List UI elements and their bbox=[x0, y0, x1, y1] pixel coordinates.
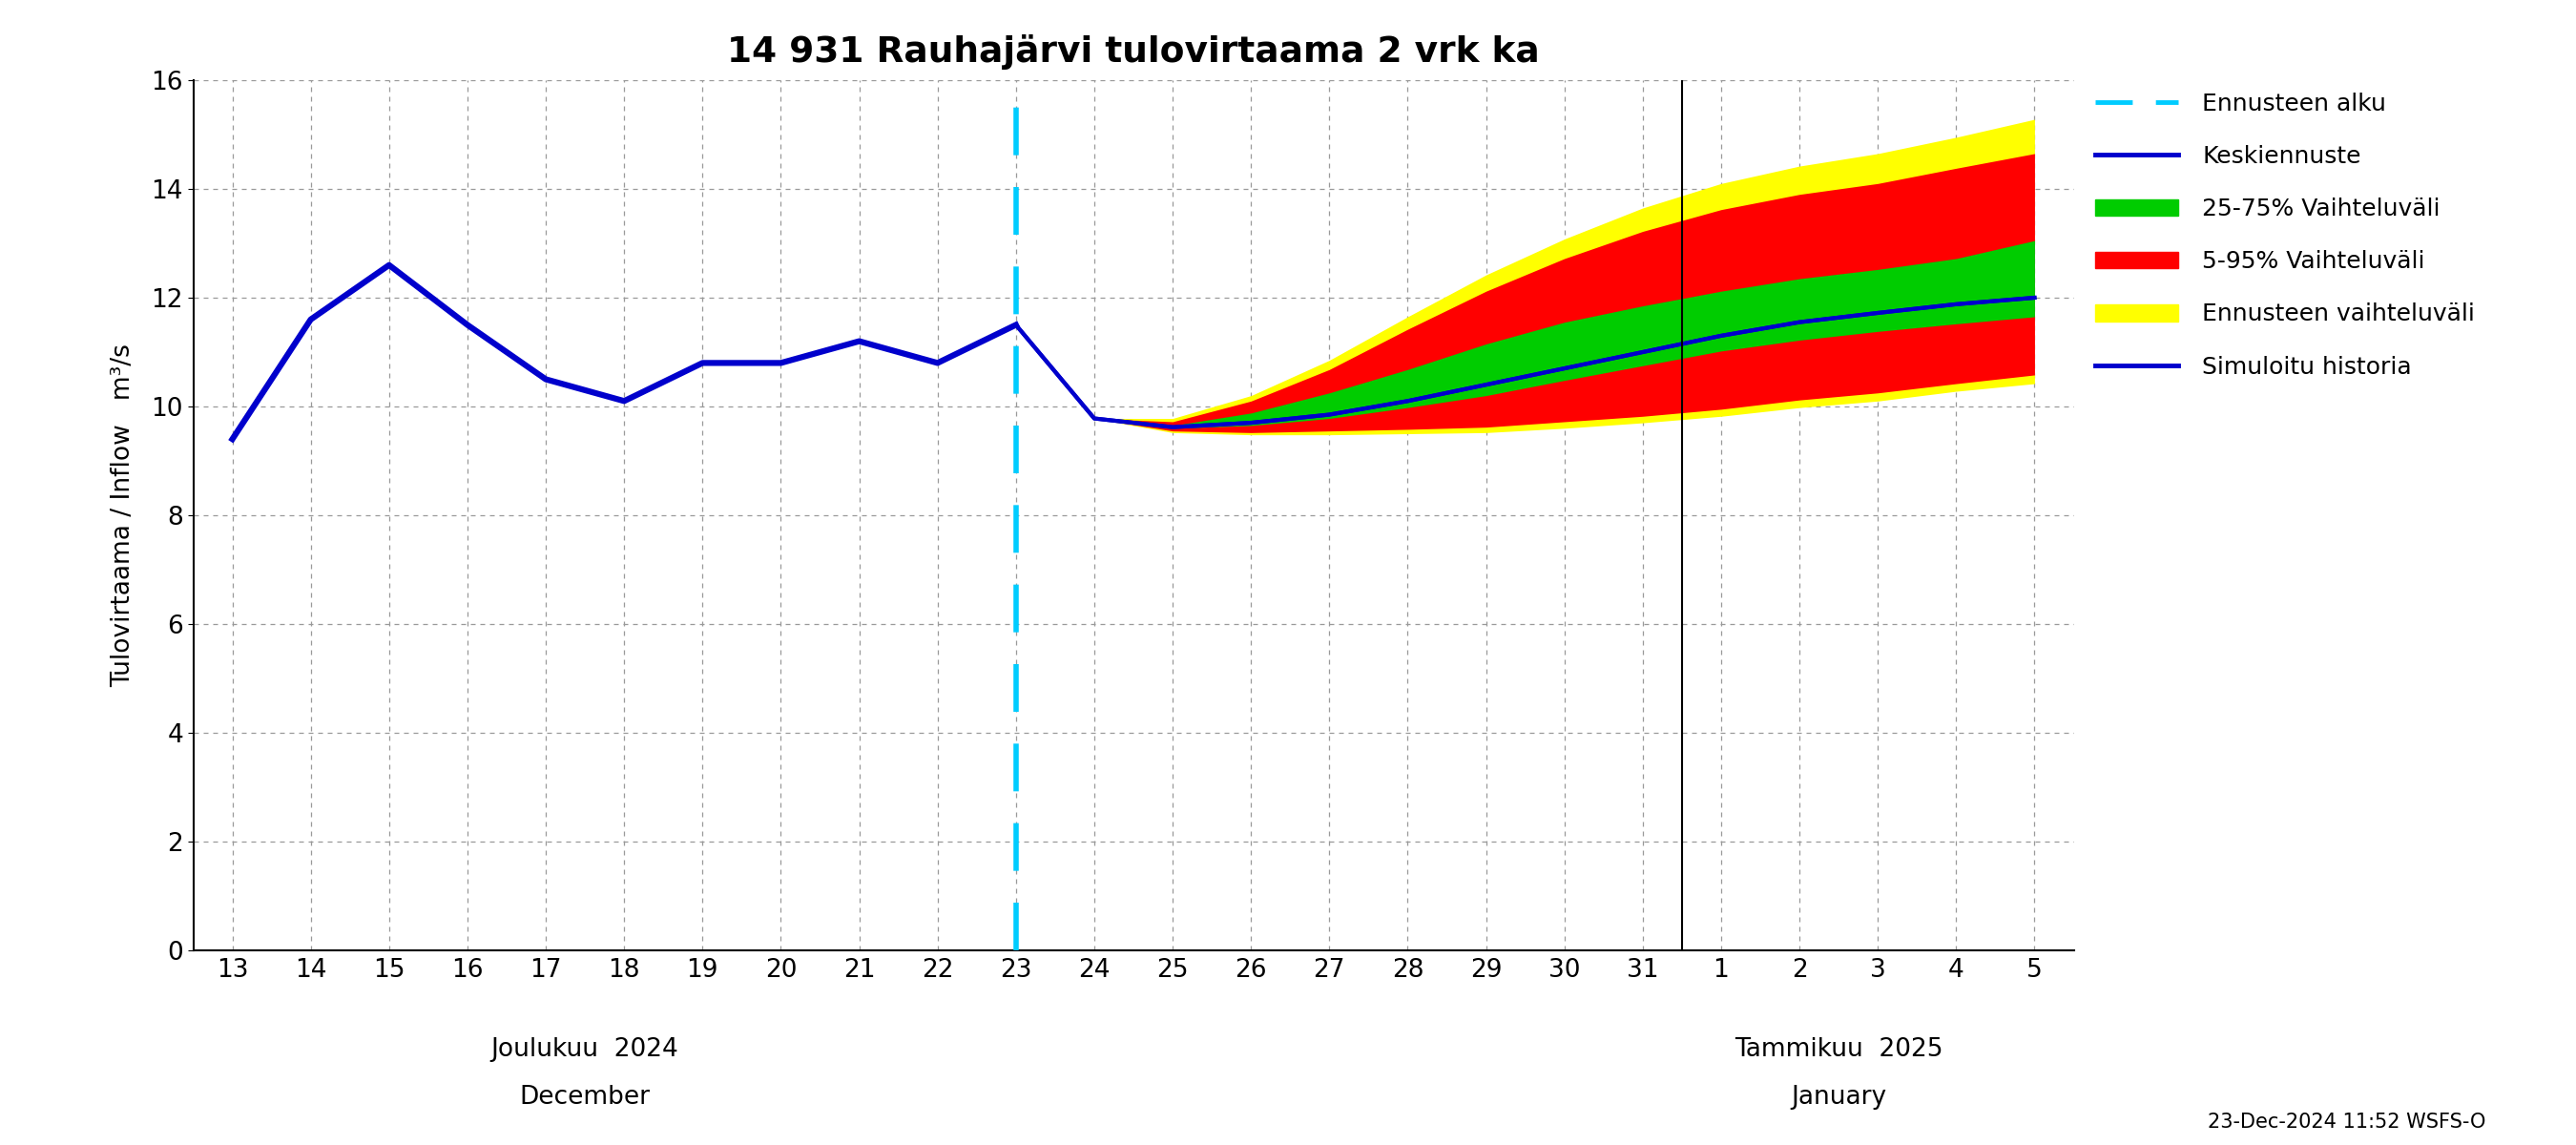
Y-axis label: Tulovirtaama / Inflow   m³/s: Tulovirtaama / Inflow m³/s bbox=[111, 344, 137, 687]
Title: 14 931 Rauhajärvi tulovirtaama 2 vrk ka: 14 931 Rauhajärvi tulovirtaama 2 vrk ka bbox=[726, 34, 1540, 69]
Text: Tammikuu  2025: Tammikuu 2025 bbox=[1734, 1037, 1942, 1063]
Text: 23-Dec-2024 11:52 WSFS-O: 23-Dec-2024 11:52 WSFS-O bbox=[2208, 1112, 2486, 1131]
Text: Joulukuu  2024: Joulukuu 2024 bbox=[492, 1037, 680, 1063]
Legend: Ennusteen alku, Keskiennuste, 25-75% Vaihteluväli, 5-95% Vaihteluväli, Ennusteen: Ennusteen alku, Keskiennuste, 25-75% Vai… bbox=[2094, 92, 2476, 379]
Text: December: December bbox=[520, 1085, 649, 1110]
Text: January: January bbox=[1790, 1085, 1886, 1110]
